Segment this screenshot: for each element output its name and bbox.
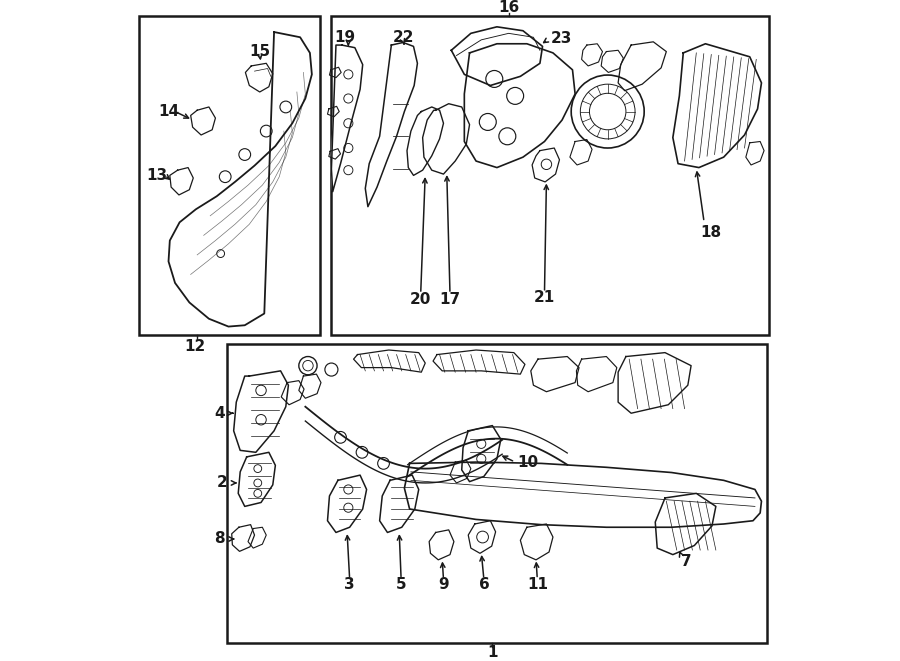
Polygon shape [380,475,419,533]
Polygon shape [570,139,592,165]
Text: 22: 22 [392,30,414,45]
Polygon shape [581,44,602,66]
Polygon shape [248,527,266,548]
Text: 20: 20 [410,292,431,307]
Text: 6: 6 [479,577,490,592]
Polygon shape [328,475,366,533]
Text: 1: 1 [487,645,498,660]
Polygon shape [168,32,312,327]
Text: 23: 23 [551,31,572,46]
Text: 3: 3 [345,577,355,592]
Text: 10: 10 [518,455,539,469]
Text: 18: 18 [700,225,721,240]
Polygon shape [191,107,215,135]
Text: 17: 17 [439,292,461,307]
Polygon shape [299,374,321,398]
Text: 14: 14 [158,104,179,119]
Circle shape [572,75,644,148]
Polygon shape [464,44,575,168]
Polygon shape [170,168,194,195]
Polygon shape [451,27,543,85]
Polygon shape [576,356,616,392]
Text: 5: 5 [396,577,407,592]
Polygon shape [655,493,716,555]
Polygon shape [462,426,500,482]
Polygon shape [429,530,454,560]
Polygon shape [407,107,444,175]
Polygon shape [365,42,418,207]
Text: 21: 21 [534,290,555,305]
Polygon shape [246,63,273,92]
Text: 12: 12 [184,338,205,354]
Polygon shape [468,521,496,553]
Polygon shape [531,356,579,392]
Polygon shape [234,371,288,452]
Polygon shape [618,42,666,91]
Text: 9: 9 [438,577,449,592]
Bar [139,16,320,335]
Polygon shape [450,460,471,483]
Text: 11: 11 [526,577,548,592]
Text: 7: 7 [680,554,691,568]
Polygon shape [404,462,761,527]
Polygon shape [618,352,691,413]
Text: 13: 13 [146,168,167,183]
Circle shape [325,363,338,376]
Polygon shape [238,452,275,506]
Bar [331,16,770,335]
Polygon shape [281,381,304,405]
Polygon shape [354,350,425,372]
Bar [227,344,767,643]
Text: 8: 8 [214,531,225,547]
Circle shape [299,356,317,375]
Text: 15: 15 [249,44,270,59]
Polygon shape [532,148,560,182]
Text: 19: 19 [334,30,355,45]
Text: 4: 4 [214,406,225,420]
Polygon shape [231,525,255,551]
Text: 2: 2 [216,475,227,490]
Polygon shape [673,44,761,168]
Text: 16: 16 [498,1,519,15]
Polygon shape [423,104,470,174]
Polygon shape [746,141,764,165]
Polygon shape [433,350,525,374]
Polygon shape [331,45,363,192]
Polygon shape [601,50,624,73]
Polygon shape [520,524,553,560]
